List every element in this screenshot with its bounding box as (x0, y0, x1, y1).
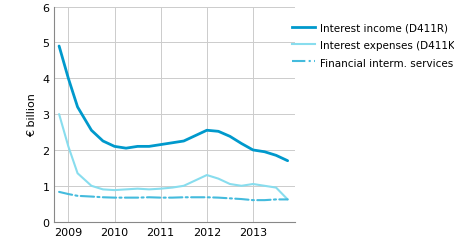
Legend: Interest income (D411R), Interest expenses (D411K), Financial interm. services (: Interest income (D411R), Interest expens… (292, 23, 454, 68)
Y-axis label: € billion: € billion (27, 93, 37, 137)
